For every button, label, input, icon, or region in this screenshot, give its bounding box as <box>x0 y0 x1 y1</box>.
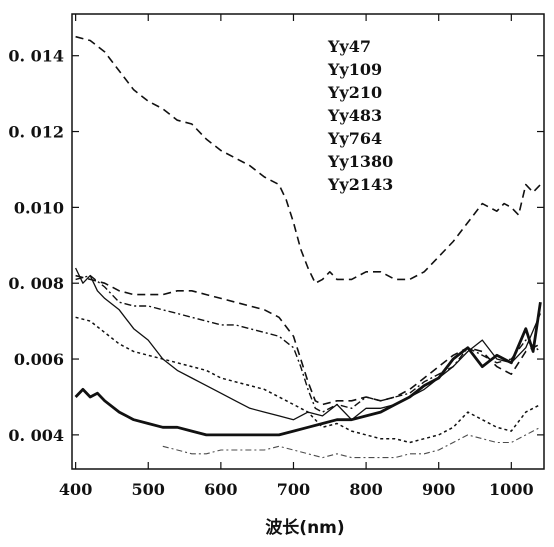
x-tick-label: 700 <box>277 480 310 499</box>
legend-entry: Yy47 <box>327 37 371 56</box>
series-line-5 <box>75 316 541 444</box>
x-axis-title: 波长(nm) <box>265 517 344 538</box>
legend-entry: Yy764 <box>327 129 382 148</box>
y-tick-label: 0. 008 <box>8 274 64 293</box>
y-tick-label: 0. 012 <box>8 123 64 142</box>
x-tick-label: 400 <box>59 480 92 499</box>
x-tick-labels: 400 500 600 700 800 900 1000 <box>59 480 534 499</box>
tick-marks <box>72 14 544 469</box>
series-line-3 <box>75 274 541 413</box>
series-line-6 <box>74 301 542 437</box>
y-tick-label: 0. 014 <box>8 47 64 66</box>
x-tick-label: 900 <box>422 480 455 499</box>
y-tick-label: 0.010 <box>14 198 64 217</box>
legend-entry: Yy1380 <box>327 152 393 171</box>
x-tick-label: 1000 <box>489 480 534 499</box>
series-line-1 <box>75 35 541 284</box>
y-tick-label: 0.006 <box>14 350 64 369</box>
x-tick-label: 500 <box>132 480 165 499</box>
legend-entry: Yy210 <box>327 83 382 102</box>
series-line-2 <box>75 267 541 421</box>
legend-entry: Yy2143 <box>327 175 393 194</box>
x-tick-label: 600 <box>204 480 237 499</box>
legend-entry: Yy109 <box>327 60 382 79</box>
series-line-7 <box>162 426 541 459</box>
series-lines <box>74 35 542 459</box>
y-tick-labels: 0. 004 0.006 0. 008 0.010 0. 012 0. 014 <box>8 47 64 445</box>
y-tick-label: 0. 004 <box>8 426 64 445</box>
x-tick-label: 800 <box>349 480 382 499</box>
series-line-4 <box>75 274 541 406</box>
legend-entry: Yy483 <box>327 106 382 125</box>
plot-frame <box>71 13 545 470</box>
legend: Yy47 Yy109 Yy210 Yy483 Yy764 Yy1380 Yy2143 <box>327 37 393 194</box>
